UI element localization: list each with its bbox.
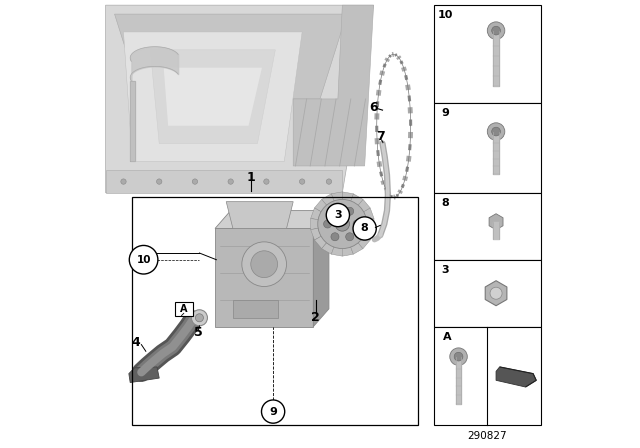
Circle shape: [318, 199, 367, 249]
Text: A: A: [443, 332, 452, 341]
Circle shape: [450, 348, 467, 366]
Bar: [132, 197, 419, 425]
Polygon shape: [351, 243, 363, 254]
Text: 10: 10: [437, 10, 452, 20]
Circle shape: [121, 179, 126, 184]
Circle shape: [487, 123, 505, 140]
Circle shape: [331, 233, 339, 241]
Text: 9: 9: [269, 407, 277, 417]
Bar: [175, 302, 193, 316]
Circle shape: [251, 251, 278, 278]
Circle shape: [492, 26, 500, 35]
Text: 1: 1: [246, 171, 255, 184]
Text: 8: 8: [361, 224, 369, 233]
Polygon shape: [332, 192, 342, 201]
Circle shape: [242, 242, 287, 287]
Circle shape: [191, 310, 207, 326]
Polygon shape: [314, 211, 329, 327]
Polygon shape: [310, 208, 321, 220]
Text: 7: 7: [376, 130, 385, 143]
Polygon shape: [150, 50, 275, 144]
Text: 4: 4: [132, 336, 140, 349]
Polygon shape: [489, 214, 503, 230]
Polygon shape: [314, 236, 326, 249]
Bar: [434, 103, 541, 193]
Text: 3: 3: [334, 210, 342, 220]
Polygon shape: [322, 194, 334, 205]
Polygon shape: [367, 219, 374, 229]
Circle shape: [264, 179, 269, 184]
Polygon shape: [364, 208, 374, 220]
Bar: [434, 327, 541, 425]
Text: 2: 2: [311, 311, 320, 324]
Circle shape: [326, 179, 332, 184]
Text: 6: 6: [369, 101, 378, 114]
Polygon shape: [358, 199, 370, 212]
Polygon shape: [293, 5, 374, 166]
Polygon shape: [322, 243, 334, 254]
Polygon shape: [215, 211, 329, 228]
Polygon shape: [485, 281, 507, 306]
Polygon shape: [351, 194, 363, 205]
Circle shape: [346, 233, 354, 241]
Circle shape: [324, 220, 332, 228]
Polygon shape: [233, 300, 278, 318]
Polygon shape: [342, 247, 353, 256]
Circle shape: [157, 179, 162, 184]
Text: A: A: [180, 304, 188, 314]
Text: 10: 10: [136, 255, 151, 265]
Polygon shape: [332, 247, 342, 256]
Polygon shape: [358, 236, 370, 249]
Circle shape: [192, 179, 198, 184]
Polygon shape: [106, 5, 374, 193]
Bar: [434, 5, 541, 103]
Polygon shape: [106, 170, 342, 193]
Polygon shape: [129, 367, 159, 383]
Text: 5: 5: [194, 326, 203, 339]
Circle shape: [262, 400, 285, 423]
Polygon shape: [342, 192, 353, 201]
Polygon shape: [310, 219, 318, 229]
Circle shape: [492, 127, 500, 136]
Polygon shape: [496, 367, 536, 387]
Circle shape: [353, 220, 361, 228]
Bar: [434, 193, 541, 260]
Text: 9: 9: [441, 108, 449, 118]
Circle shape: [353, 217, 376, 240]
Polygon shape: [364, 228, 374, 240]
Circle shape: [195, 314, 204, 322]
Circle shape: [331, 207, 339, 215]
Polygon shape: [130, 81, 134, 161]
Circle shape: [326, 203, 349, 227]
Polygon shape: [215, 228, 314, 327]
Circle shape: [490, 287, 502, 299]
Circle shape: [129, 246, 158, 274]
Polygon shape: [226, 202, 293, 228]
Bar: [434, 260, 541, 327]
Circle shape: [346, 207, 354, 215]
Circle shape: [335, 217, 349, 231]
Circle shape: [487, 22, 505, 39]
Circle shape: [454, 352, 463, 361]
Text: 3: 3: [441, 265, 449, 275]
Circle shape: [228, 179, 234, 184]
Polygon shape: [310, 228, 321, 240]
Text: 8: 8: [441, 198, 449, 207]
Text: 290827: 290827: [468, 431, 508, 441]
Polygon shape: [314, 199, 326, 212]
Polygon shape: [164, 68, 262, 126]
Circle shape: [300, 179, 305, 184]
Polygon shape: [124, 32, 302, 161]
Polygon shape: [115, 14, 347, 99]
